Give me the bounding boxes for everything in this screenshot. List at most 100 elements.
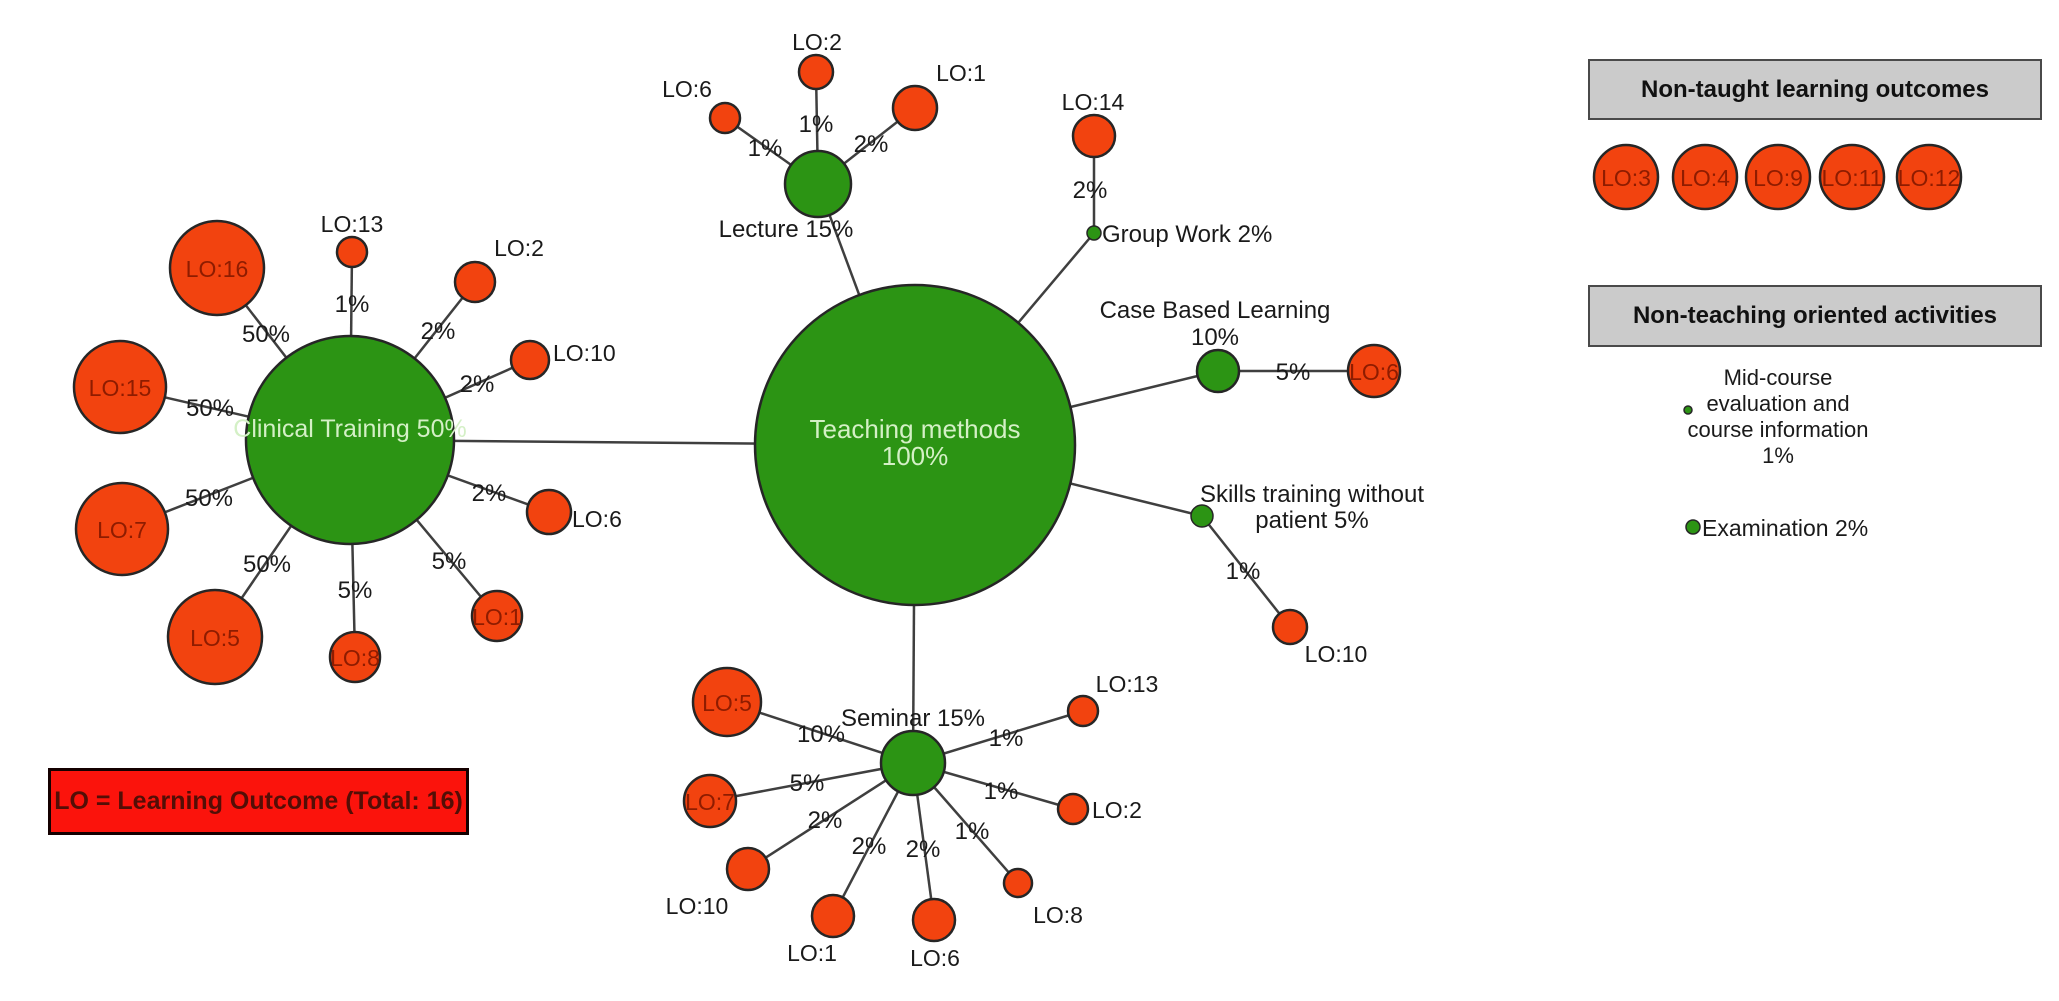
- edge-weight-clinical-c7: 50%: [185, 485, 233, 512]
- node-c15: [72, 339, 168, 435]
- edge-weight-lecture-l1: 2%: [854, 131, 889, 158]
- node-se8: [1002, 867, 1034, 899]
- label-se5: LO:5: [702, 690, 752, 716]
- node-lecture: [783, 149, 853, 219]
- edge-weight-clinical-c5: 50%: [243, 551, 291, 578]
- node-seminar: [879, 729, 947, 797]
- label-cb6: LO:6: [1349, 359, 1399, 385]
- edge-weight-seminar-se2: 1%: [984, 778, 1019, 805]
- node-se13: [1066, 694, 1100, 728]
- node-se6: [911, 897, 957, 943]
- edge-weight-clinical-c13: 1%: [335, 291, 370, 318]
- node-nt11: [1818, 143, 1886, 211]
- node-g14: [1071, 113, 1117, 159]
- label-l2: LO:2: [792, 29, 842, 55]
- node-nt12: [1895, 143, 1963, 211]
- node-groupwork: [1086, 225, 1102, 241]
- label-nt4: LO:4: [1680, 165, 1730, 191]
- label-c8: LO:8: [330, 645, 380, 671]
- edge-skills-s10: [1201, 515, 1291, 628]
- label-midcourse: Mid-course evaluation and course informati…: [1688, 365, 1869, 468]
- node-s10: [1271, 608, 1309, 646]
- label-c7: LO:7: [97, 517, 147, 543]
- edge-weight-clinical-c2: 2%: [421, 318, 456, 345]
- lo-abbreviation-note-text: LO = Learning Outcome (Total: 16): [54, 787, 463, 815]
- label-c10: LO:10: [553, 340, 616, 366]
- edge-weight-seminar-se5: 10%: [797, 721, 845, 748]
- edge-weight-seminar-se13: 1%: [989, 725, 1024, 752]
- node-se5: [691, 666, 763, 738]
- node-c6: [525, 488, 573, 536]
- node-clinical: [244, 334, 456, 546]
- node-l2: [797, 53, 835, 91]
- node-nt4: [1671, 143, 1739, 211]
- node-nt9: [1744, 143, 1812, 211]
- node-cb6: [1346, 343, 1402, 399]
- label-s10: LO:10: [1305, 641, 1368, 667]
- label-nt11: LO:11: [1822, 165, 1883, 191]
- label-se6: LO:6: [910, 945, 960, 971]
- label-nt9: LO:9: [1753, 165, 1803, 191]
- legend-non-teaching-header: Non-teaching oriented activities: [1588, 285, 2042, 347]
- node-se7: [682, 773, 738, 829]
- edge-weight-lecture-l2: 1%: [799, 111, 834, 138]
- label-c1: LO:1: [472, 604, 522, 630]
- node-c7: [74, 481, 170, 577]
- label-lecture: Lecture 15%: [719, 216, 854, 243]
- node-se10: [725, 846, 771, 892]
- edge-weight-clinical-c1: 5%: [432, 548, 467, 575]
- edge-seminar-se7: [709, 761, 914, 803]
- label-c5: LO:5: [190, 625, 240, 651]
- node-c13: [335, 235, 369, 269]
- label-l1: LO:1: [936, 60, 986, 86]
- node-c2: [453, 260, 497, 304]
- legend-non-teaching-title: Non-teaching oriented activities: [1632, 302, 1998, 329]
- label-skills: Skills training without patient 5%: [1200, 481, 1424, 534]
- node-skills: [1190, 504, 1214, 528]
- label-g14: LO:14: [1062, 89, 1125, 115]
- node-c16: [168, 219, 266, 317]
- label-c13: LO:13: [321, 211, 384, 237]
- label-c16: LO:16: [186, 256, 249, 282]
- lo-abbreviation-note: LO = Learning Outcome (Total: 16): [48, 768, 469, 835]
- node-c8: [328, 630, 382, 684]
- edge-weight-lecture-l6: 1%: [748, 135, 783, 162]
- node-c5: [166, 588, 264, 686]
- label-se7: LO:7: [685, 789, 735, 815]
- label-se10: LO:10: [666, 893, 729, 919]
- label-seminar: Seminar 15%: [841, 705, 985, 732]
- label-l6: LO:6: [662, 76, 712, 102]
- label-groupwork: Group Work 2%: [1102, 221, 1272, 248]
- node-teaching: [753, 283, 1077, 607]
- edge-weight-seminar-se6: 2%: [906, 836, 941, 863]
- label-c6: LO:6: [572, 506, 622, 532]
- legend-non-taught-header: Non-taught learning outcomes: [1588, 59, 2042, 120]
- edge-weight-seminar-se10: 2%: [808, 807, 843, 834]
- label-clinical: Clinical Training 50%: [233, 415, 466, 443]
- node-l1: [891, 84, 939, 132]
- edge-weight-clinical-c6: 2%: [472, 480, 507, 507]
- edge-weight-case-cb6: 5%: [1276, 359, 1311, 386]
- edge-weight-clinical-c10: 2%: [460, 371, 495, 398]
- node-case: [1195, 348, 1241, 394]
- label-case: Case Based Learning 10%: [1100, 297, 1331, 351]
- node-c10: [509, 339, 551, 381]
- node-nt3: [1592, 143, 1660, 211]
- node-exam: [1685, 519, 1701, 535]
- edge-weight-clinical-c15: 50%: [186, 395, 234, 422]
- label-teaching: Teaching methods 100%: [809, 414, 1020, 471]
- edge-weight-clinical-c8: 5%: [338, 577, 373, 604]
- label-nt3: LO:3: [1601, 165, 1651, 191]
- edge-weight-groupwork-g14: 2%: [1073, 177, 1108, 204]
- label-se13: LO:13: [1096, 671, 1159, 697]
- edge-weight-seminar-se8: 1%: [955, 818, 990, 845]
- node-se1: [810, 893, 856, 939]
- label-se1: LO:1: [787, 940, 837, 966]
- label-exam: Examination 2%: [1702, 515, 1868, 541]
- edge-weight-seminar-se7: 5%: [790, 770, 825, 797]
- node-midcourse: [1683, 405, 1693, 415]
- edge-weight-skills-s10: 1%: [1226, 558, 1261, 585]
- edge-weight-clinical-c16: 50%: [242, 321, 290, 348]
